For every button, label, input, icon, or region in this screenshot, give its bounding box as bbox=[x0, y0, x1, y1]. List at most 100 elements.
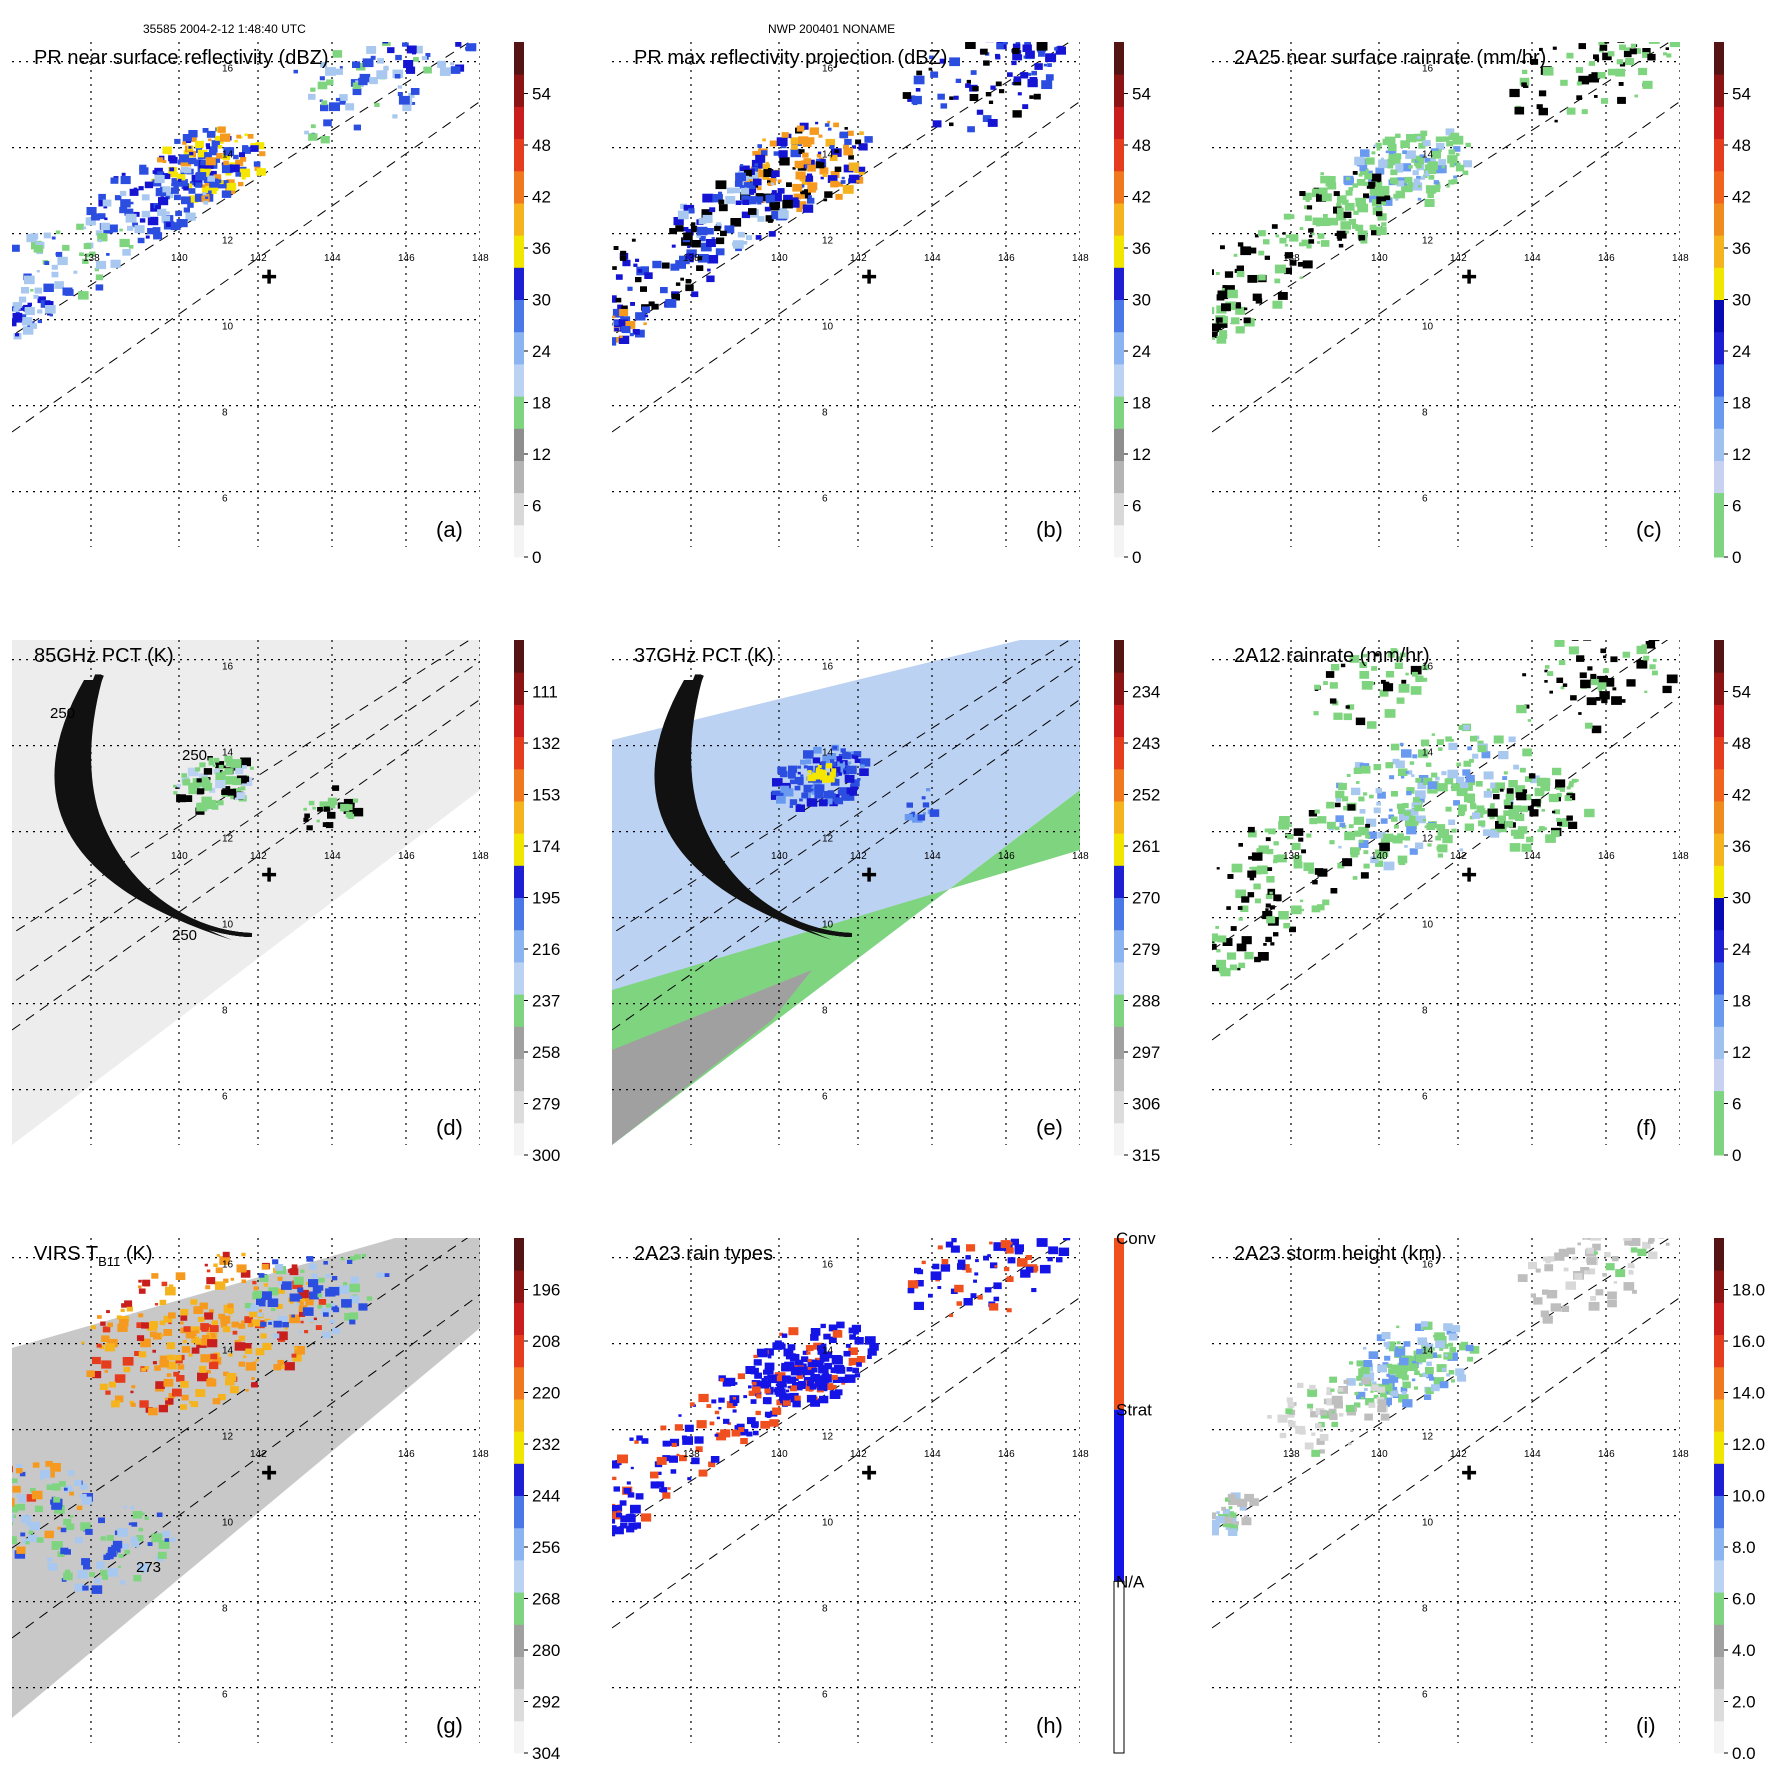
field-pixel bbox=[26, 1494, 37, 1502]
field-pixel bbox=[845, 1343, 851, 1348]
colorbar-segment bbox=[514, 202, 524, 236]
field-pixel bbox=[277, 1359, 284, 1366]
field-pixel bbox=[12, 1514, 17, 1518]
field-pixel bbox=[1410, 1356, 1415, 1359]
field-pixel bbox=[302, 1307, 314, 1316]
field-pixel bbox=[1375, 167, 1385, 175]
field-pixel bbox=[689, 1402, 695, 1407]
colorbar-segment bbox=[1714, 800, 1724, 834]
panel-title: 37GHz PCT (K) bbox=[634, 645, 774, 667]
field-pixel bbox=[829, 799, 838, 807]
field-pixel bbox=[98, 1517, 105, 1524]
field-pixel bbox=[706, 275, 715, 283]
field-pixel bbox=[1326, 821, 1336, 829]
field-pixel bbox=[215, 135, 222, 141]
field-pixel bbox=[1212, 337, 1216, 340]
field-pixel bbox=[119, 1319, 129, 1327]
field-pixel bbox=[119, 206, 128, 214]
colorbar-segment bbox=[514, 1058, 524, 1092]
field-pixel bbox=[242, 765, 247, 769]
field-pixel bbox=[772, 1407, 782, 1415]
field-pixel bbox=[34, 1505, 43, 1513]
field-pixel bbox=[1331, 1410, 1335, 1414]
field-pixel bbox=[253, 1286, 259, 1291]
field-pixel bbox=[182, 134, 192, 142]
field-pixel bbox=[615, 337, 623, 343]
field-pixel bbox=[1412, 797, 1420, 803]
field-pixel bbox=[1417, 135, 1426, 142]
field-pixel bbox=[239, 168, 251, 178]
field-pixel bbox=[1648, 640, 1660, 642]
field-pixel bbox=[776, 1399, 784, 1406]
field-pixel bbox=[1291, 842, 1301, 851]
field-pixel bbox=[1253, 883, 1261, 890]
field-pixel bbox=[101, 1360, 112, 1369]
field-pixel bbox=[1575, 67, 1583, 73]
field-pixel bbox=[79, 252, 84, 257]
colorbar-tick-label: 30 bbox=[1732, 291, 1751, 310]
field-pixel bbox=[173, 784, 177, 788]
field-pixel bbox=[593, 330, 597, 334]
field-pixel bbox=[1604, 1229, 1608, 1232]
lon-tick-label: 142 bbox=[850, 1449, 867, 1460]
colorbar-segment bbox=[514, 331, 524, 365]
field-pixel bbox=[384, 1273, 390, 1277]
field-pixel bbox=[33, 294, 39, 299]
field-pixel bbox=[80, 1483, 88, 1490]
field-pixel bbox=[620, 1522, 628, 1529]
colorbar-segment bbox=[1714, 1398, 1724, 1432]
field-pixel bbox=[293, 1276, 304, 1285]
field-pixel bbox=[1541, 808, 1545, 812]
field-pixel bbox=[397, 92, 403, 97]
field-pixel bbox=[339, 66, 343, 69]
field-pixel bbox=[164, 1397, 168, 1401]
field-pixel bbox=[1369, 794, 1374, 799]
field-pixel bbox=[81, 1341, 85, 1344]
field-pixel bbox=[742, 199, 750, 205]
field-pixel bbox=[352, 88, 362, 96]
field-pixel bbox=[652, 260, 662, 269]
field-pixel bbox=[1337, 195, 1347, 203]
lon-tick-label: 148 bbox=[1672, 851, 1689, 862]
field-pixel bbox=[261, 1264, 269, 1270]
field-pixel bbox=[1236, 943, 1247, 952]
field-pixel bbox=[1216, 319, 1228, 328]
colorbar-tick-label: 8.0 bbox=[1732, 1538, 1756, 1557]
field-pixel bbox=[1493, 735, 1504, 744]
field-pixel bbox=[612, 308, 624, 318]
field-pixel bbox=[1319, 1449, 1325, 1454]
field-pixel bbox=[791, 1353, 796, 1357]
field-pixel bbox=[162, 1530, 171, 1537]
field-pixel bbox=[57, 1526, 61, 1530]
field-pixel bbox=[803, 189, 811, 195]
field-pixel bbox=[1660, 1234, 1664, 1237]
field-pixel bbox=[99, 1383, 108, 1390]
field-pixel bbox=[114, 1395, 124, 1403]
field-pixel bbox=[1293, 1425, 1297, 1428]
field-pixel bbox=[1642, 80, 1653, 89]
field-pixel bbox=[1304, 205, 1309, 210]
field-pixel bbox=[1586, 1257, 1597, 1265]
field-pixel bbox=[812, 757, 821, 764]
field-pixel bbox=[12, 244, 20, 252]
field-pixel bbox=[769, 140, 778, 147]
field-pixel bbox=[180, 1315, 188, 1321]
field-pixel bbox=[606, 1478, 609, 1481]
field-pixel bbox=[773, 151, 780, 156]
field-pixel bbox=[12, 1485, 21, 1493]
colorbar-segment bbox=[1114, 42, 1124, 75]
field-pixel bbox=[101, 1335, 110, 1343]
field-pixel bbox=[1411, 774, 1415, 777]
field-pixel bbox=[1395, 190, 1405, 199]
field-pixel bbox=[1346, 773, 1351, 777]
field-pixel bbox=[619, 335, 623, 339]
field-pixel bbox=[1224, 1516, 1234, 1524]
field-pixel bbox=[684, 1424, 694, 1432]
field-pixel bbox=[1594, 95, 1598, 98]
field-pixel bbox=[319, 801, 330, 810]
panel-title: 2A23 rain types bbox=[634, 1243, 773, 1265]
colorbar-tick-label: 6 bbox=[1732, 1095, 1741, 1114]
field-pixel bbox=[168, 1284, 174, 1288]
field-pixel bbox=[120, 1580, 126, 1585]
